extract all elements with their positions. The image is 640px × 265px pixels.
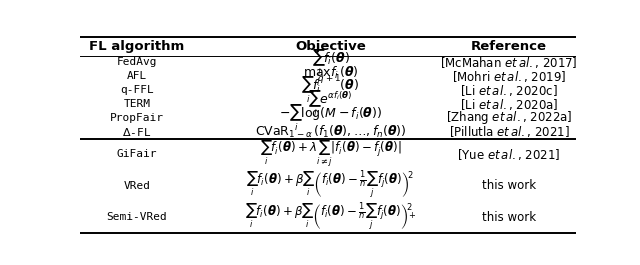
Text: [Zhang $\mathit{et\,al.}$, 2022a]: [Zhang $\mathit{et\,al.}$, 2022a]: [446, 109, 572, 126]
Text: $\Delta$-FL: $\Delta$-FL: [122, 126, 152, 138]
Text: VRed: VRed: [124, 181, 150, 191]
Text: q-FFL: q-FFL: [120, 85, 154, 95]
Text: $-\sum_i \log(M - f_i(\boldsymbol{\theta}))$: $-\sum_i \log(M - f_i(\boldsymbol{\theta…: [279, 103, 382, 133]
Text: this work: this work: [482, 179, 536, 192]
Text: [Mohri $\mathit{et\,al.}$, 2019]: [Mohri $\mathit{et\,al.}$, 2019]: [452, 69, 566, 84]
Text: PropFair: PropFair: [110, 113, 164, 123]
Text: $\sum_i f_i(\boldsymbol{\theta})$: $\sum_i f_i(\boldsymbol{\theta})$: [312, 47, 349, 78]
Text: [Yue $\mathit{et\,al.}$, 2021]: [Yue $\mathit{et\,al.}$, 2021]: [458, 147, 561, 162]
Text: TERM: TERM: [124, 99, 150, 109]
Text: Objective: Objective: [295, 40, 366, 53]
Text: Reference: Reference: [471, 40, 547, 53]
Text: $\sum_i f_i(\boldsymbol{\theta}) + \beta\sum_i \left(f_i(\boldsymbol{\theta}) - : $\sum_i f_i(\boldsymbol{\theta}) + \beta…: [246, 170, 415, 201]
Text: this work: this work: [482, 211, 536, 224]
Text: Semi-VRed: Semi-VRed: [107, 212, 168, 222]
Text: $\sum_i f_i(\boldsymbol{\theta}) + \lambda\sum_{i\neq j} |f_i(\boldsymbol{\theta: $\sum_i f_i(\boldsymbol{\theta}) + \lamb…: [260, 139, 401, 170]
Text: [Li $\mathit{et\,al.}$, 2020a]: [Li $\mathit{et\,al.}$, 2020a]: [460, 96, 558, 112]
Text: FL algorithm: FL algorithm: [90, 40, 185, 53]
Text: FedAvg: FedAvg: [116, 58, 157, 68]
Text: $\sum_i f_i(\boldsymbol{\theta}) + \beta\sum_i \left(f_i(\boldsymbol{\theta}) - : $\sum_i f_i(\boldsymbol{\theta}) + \beta…: [245, 202, 416, 233]
Text: [Pillutla $\mathit{et\,al.}$, 2021]: [Pillutla $\mathit{et\,al.}$, 2021]: [449, 124, 570, 139]
Text: $\max_i f_i(\boldsymbol{\theta})$: $\max_i f_i(\boldsymbol{\theta})$: [303, 65, 358, 88]
Text: $\sum_i e^{\alpha f_i(\boldsymbol{\theta})}$: $\sum_i e^{\alpha f_i(\boldsymbol{\theta…: [308, 89, 353, 119]
Text: [Li $\mathit{et\,al.}$, 2020c]: [Li $\mathit{et\,al.}$, 2020c]: [460, 83, 558, 98]
Text: [McMahan $\mathit{et\,al.}$, 2017]: [McMahan $\mathit{et\,al.}$, 2017]: [440, 55, 578, 70]
Text: AFL: AFL: [127, 71, 147, 81]
Text: $\sum_i f_i^{q+1}(\boldsymbol{\theta})$: $\sum_i f_i^{q+1}(\boldsymbol{\theta})$: [301, 74, 360, 106]
Text: $\mathrm{CVaR}_{1-\alpha}\,(f_1(\boldsymbol{\theta}),\ldots,f_n(\boldsymbol{\the: $\mathrm{CVaR}_{1-\alpha}\,(f_1(\boldsym…: [255, 124, 406, 140]
Text: GiFair: GiFair: [116, 149, 157, 160]
